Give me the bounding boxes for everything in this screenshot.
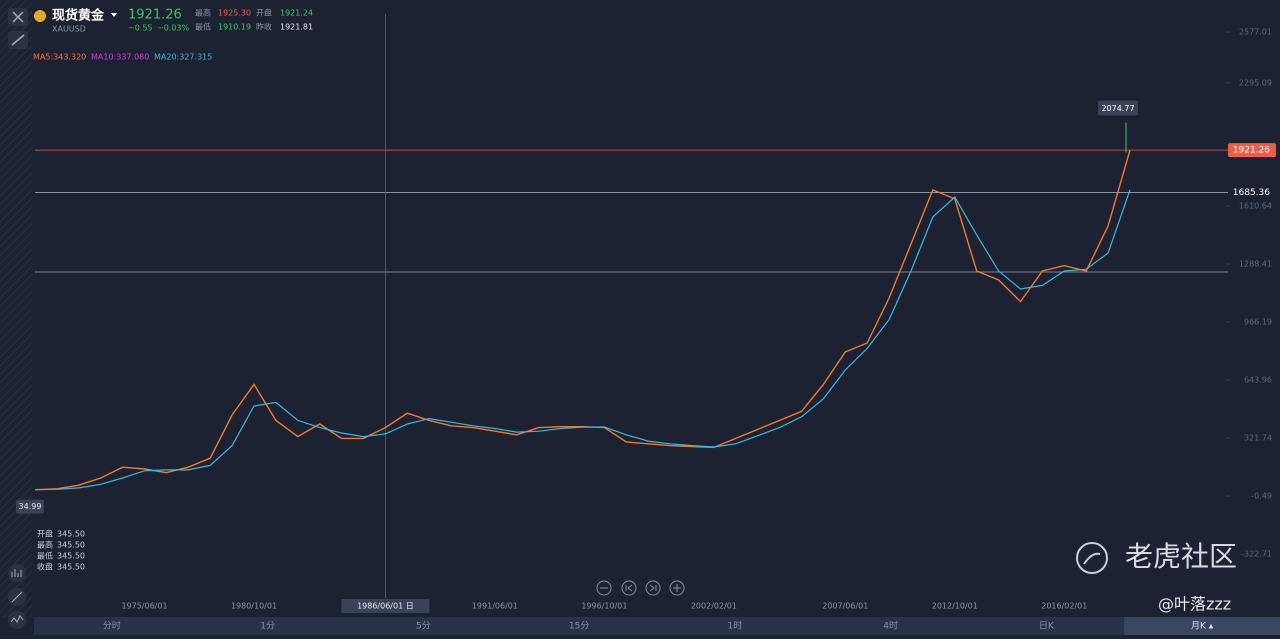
zoom-out[interactable] [596, 580, 612, 596]
x-tick-label: 2002/02/01 [691, 602, 737, 611]
dropdown-arrow[interactable] [111, 13, 117, 17]
high-tag [1098, 100, 1138, 116]
y-tick-label: 966.19 [1244, 318, 1272, 327]
y-tick-label: 1610.64 [1239, 202, 1272, 211]
draw-tool[interactable] [8, 31, 28, 49]
low-label: 34.99 [19, 502, 42, 511]
x-tick-label: 1991/06/01 [472, 602, 518, 611]
watermark-logo [1076, 542, 1108, 574]
high-label: 2074.77 [1101, 104, 1134, 113]
close-button[interactable] [8, 8, 28, 26]
ohlc-value: 345.50 [57, 541, 85, 550]
ma-legend: MA20:327.315 [154, 53, 212, 62]
tab[interactable]: 分时 [103, 620, 121, 632]
title[interactable]: 现货黄金 [52, 8, 105, 24]
price: 1921.26 [128, 8, 182, 23]
y-tick-label: 643.96 [1244, 376, 1272, 385]
change-pct: −0.03% [157, 24, 190, 33]
symbol: XAUUSD [52, 25, 86, 34]
tab[interactable]: 日K [1039, 621, 1055, 632]
value: 1921.24 [280, 9, 313, 18]
ohlc-value: 345.50 [57, 563, 85, 572]
x-tick-label: 2007/06/01 [822, 602, 868, 611]
tab[interactable]: 月K ▴ [1191, 621, 1214, 632]
label: 最高 [195, 8, 211, 18]
y-tick-label: -0.49 [1251, 492, 1272, 501]
y-tick-label: 2295.09 [1239, 78, 1272, 87]
label: 开盘 [256, 8, 272, 18]
tab-bar [34, 617, 1280, 635]
value: 1925.30 [218, 9, 251, 18]
go-end[interactable] [645, 580, 661, 596]
tab[interactable]: 1分 [260, 621, 275, 632]
ohlc-label: 最低 [37, 551, 53, 561]
x-tick-label: 1980/10/01 [231, 602, 277, 611]
toolbar [0, 0, 32, 617]
change: −0.55 [128, 24, 153, 33]
ohlc-label: 最高 [37, 540, 53, 550]
x-tick-label: 1996/10/01 [581, 602, 627, 611]
ohlc-label: 开盘 [37, 529, 53, 539]
indicator-tool[interactable] [8, 564, 26, 582]
crosshair-tag [341, 599, 430, 613]
tab[interactable]: 4时 [883, 620, 898, 632]
author: @叶落zzz [1158, 595, 1231, 614]
value: 1910.19 [218, 23, 251, 32]
x-tick-label: 2012/10/01 [932, 602, 978, 611]
line-tool[interactable] [8, 588, 26, 606]
tab-active [1124, 617, 1280, 635]
watermark: 老虎社区 [1125, 540, 1237, 573]
x-tick-label: 2016/02/01 [1041, 602, 1087, 611]
y-tick-label: 1288.41 [1239, 260, 1272, 269]
zoom-controls [596, 580, 685, 596]
price-tag-label: 1685.36 [1233, 188, 1270, 198]
go-start[interactable] [621, 580, 637, 596]
y-tick-label: 2577.01 [1239, 28, 1272, 37]
price-tag-label: 1921.26 [1233, 146, 1270, 156]
wave-tool[interactable] [8, 611, 26, 629]
crosshair-label: 1986/06/01 日 [357, 602, 414, 611]
price-tag [1228, 143, 1276, 158]
price-tag [1228, 185, 1276, 200]
y-tick-label: 321.74 [1244, 434, 1272, 443]
value: 1921.81 [280, 23, 313, 32]
y-tick-label: -322.71 [1241, 550, 1272, 559]
label: 昨收 [256, 22, 272, 32]
ma-legend: MA10:337.080 [91, 53, 149, 62]
label: 最低 [195, 22, 211, 32]
zoom-in[interactable] [669, 580, 685, 596]
low-tag [16, 499, 44, 514]
ma-legend: MA5:343.320 [33, 53, 86, 62]
ohlc-label: 收盘 [37, 562, 53, 572]
ohlc-value: 345.50 [57, 530, 85, 539]
x-tick-label: 1975/06/01 [121, 602, 167, 611]
tab[interactable]: 5分 [416, 621, 431, 632]
series-line [34, 189, 1131, 491]
tab[interactable]: 1时 [728, 620, 743, 632]
gold-icon [34, 10, 46, 22]
ohlc-value: 345.50 [57, 552, 85, 561]
tab[interactable]: 15分 [569, 621, 589, 632]
